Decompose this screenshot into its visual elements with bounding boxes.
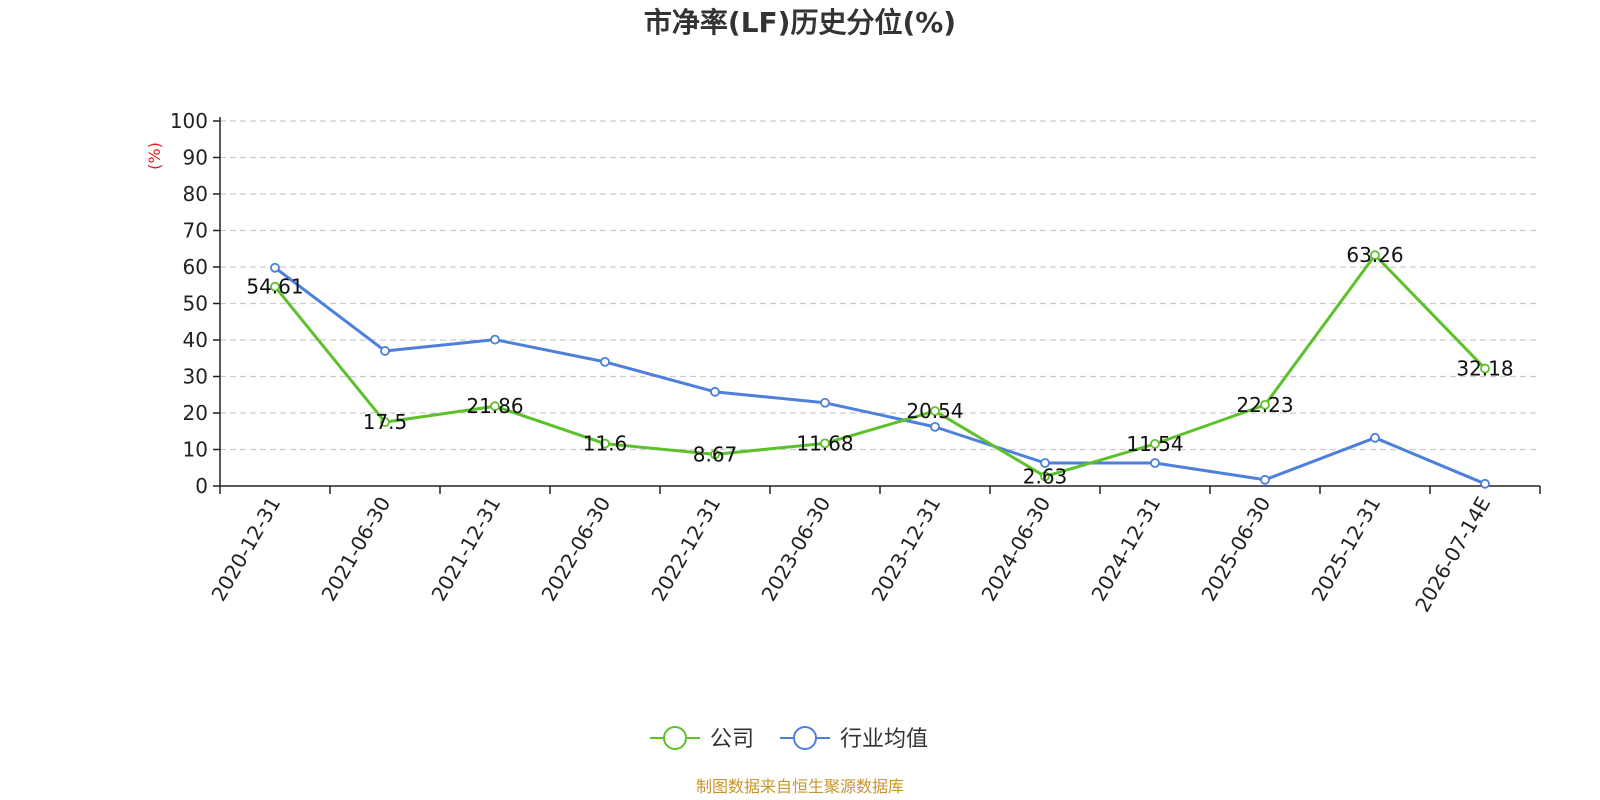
data-point xyxy=(1480,363,1490,374)
data-label: 11.68 xyxy=(796,431,853,455)
legend-swatch-marker xyxy=(793,726,817,750)
data-point xyxy=(270,262,280,273)
data-point xyxy=(710,386,720,397)
legend-item[interactable]: 公司 xyxy=(650,726,754,752)
y-tick-label: 100 xyxy=(170,109,208,133)
y-tick-label: 20 xyxy=(183,401,208,425)
legend-label: 公司 xyxy=(710,727,754,752)
x-tick-label: 2021-12-31 xyxy=(426,493,505,606)
y-tick-label: 40 xyxy=(183,328,208,352)
data-labels: 54.61 17.5 21.86 11.6 8.67 11.68 20.54 2.63 11.5… xyxy=(246,243,1513,488)
data-label: 2.63 xyxy=(1023,464,1068,488)
data-label: 8.67 xyxy=(693,442,738,466)
series-lines xyxy=(270,250,1490,489)
x-tick-label: 2024-06-30 xyxy=(976,493,1055,606)
legend-label: 行业均值 xyxy=(840,727,928,752)
data-point xyxy=(1370,432,1380,443)
y-tick-label: 60 xyxy=(183,255,208,279)
data-label: 20.54 xyxy=(906,399,963,423)
data-label: 17.5 xyxy=(363,410,408,434)
y-tick-label: 30 xyxy=(183,365,208,389)
data-point xyxy=(490,401,500,412)
y-tick-label: 10 xyxy=(183,438,208,462)
x-tick-label: 2023-12-31 xyxy=(866,493,945,606)
y-tick-label: 50 xyxy=(183,292,208,316)
data-point xyxy=(930,406,940,416)
y-tick-label: 0 xyxy=(195,474,208,498)
data-point xyxy=(1040,471,1050,482)
y-tick-label: 80 xyxy=(183,182,208,206)
series-line xyxy=(273,253,1487,478)
data-label: 11.6 xyxy=(583,432,628,456)
data-point xyxy=(1260,474,1270,485)
data-label: 63.26 xyxy=(1346,243,1403,267)
x-tick-label: 2022-12-31 xyxy=(646,493,725,606)
y-axis-label: (%) xyxy=(145,142,164,170)
data-point xyxy=(710,449,720,460)
legend-swatch-marker xyxy=(663,726,687,750)
series-line xyxy=(274,266,1486,486)
data-point xyxy=(820,438,830,449)
x-tick-label: 2025-06-30 xyxy=(1196,493,1275,606)
data-point xyxy=(1040,458,1050,468)
data-label: 11.54 xyxy=(1126,432,1183,456)
legend-item[interactable]: 行业均值 xyxy=(780,726,928,752)
y-tick-label: 70 xyxy=(183,219,208,243)
data-label: 54.61 xyxy=(246,275,303,299)
grid-lines xyxy=(220,120,1540,451)
data-label: 22.23 xyxy=(1236,393,1293,417)
data-point xyxy=(600,356,610,367)
data-label: 21.86 xyxy=(466,394,523,418)
data-point xyxy=(1260,399,1270,410)
data-point xyxy=(380,417,390,428)
data-label: 32.18 xyxy=(1456,357,1513,381)
y-tick-label: 90 xyxy=(183,146,208,170)
x-tick-label: 2023-06-30 xyxy=(756,493,835,606)
data-point xyxy=(820,397,830,408)
data-point xyxy=(600,438,610,449)
legend: 公司 行业均值 xyxy=(650,726,928,752)
axes: 0 10 20 30 40 50 60 70 80 90 100 2020-12-31 2021-06-… xyxy=(170,109,1541,617)
x-tick-label: 2021-06-30 xyxy=(316,493,395,606)
data-point xyxy=(1150,438,1160,449)
data-point xyxy=(1480,478,1490,489)
x-tick-label: 2020-12-31 xyxy=(206,493,285,606)
data-point xyxy=(490,334,500,345)
data-point xyxy=(1370,250,1380,261)
source-note: 制图数据来自恒生聚源数据库 xyxy=(696,777,904,796)
data-point xyxy=(930,421,940,432)
x-tick-label: 2026-07-14E xyxy=(1410,493,1495,617)
x-tick-label: 2025-12-31 xyxy=(1306,493,1385,606)
data-point xyxy=(270,281,280,292)
x-tick-label: 2022-06-30 xyxy=(536,493,615,606)
data-point xyxy=(380,346,390,356)
x-tick-label: 2024-12-31 xyxy=(1086,493,1165,606)
chart-title: 市净率(LF)历史分位(%) xyxy=(644,6,956,39)
data-point xyxy=(1150,458,1160,468)
